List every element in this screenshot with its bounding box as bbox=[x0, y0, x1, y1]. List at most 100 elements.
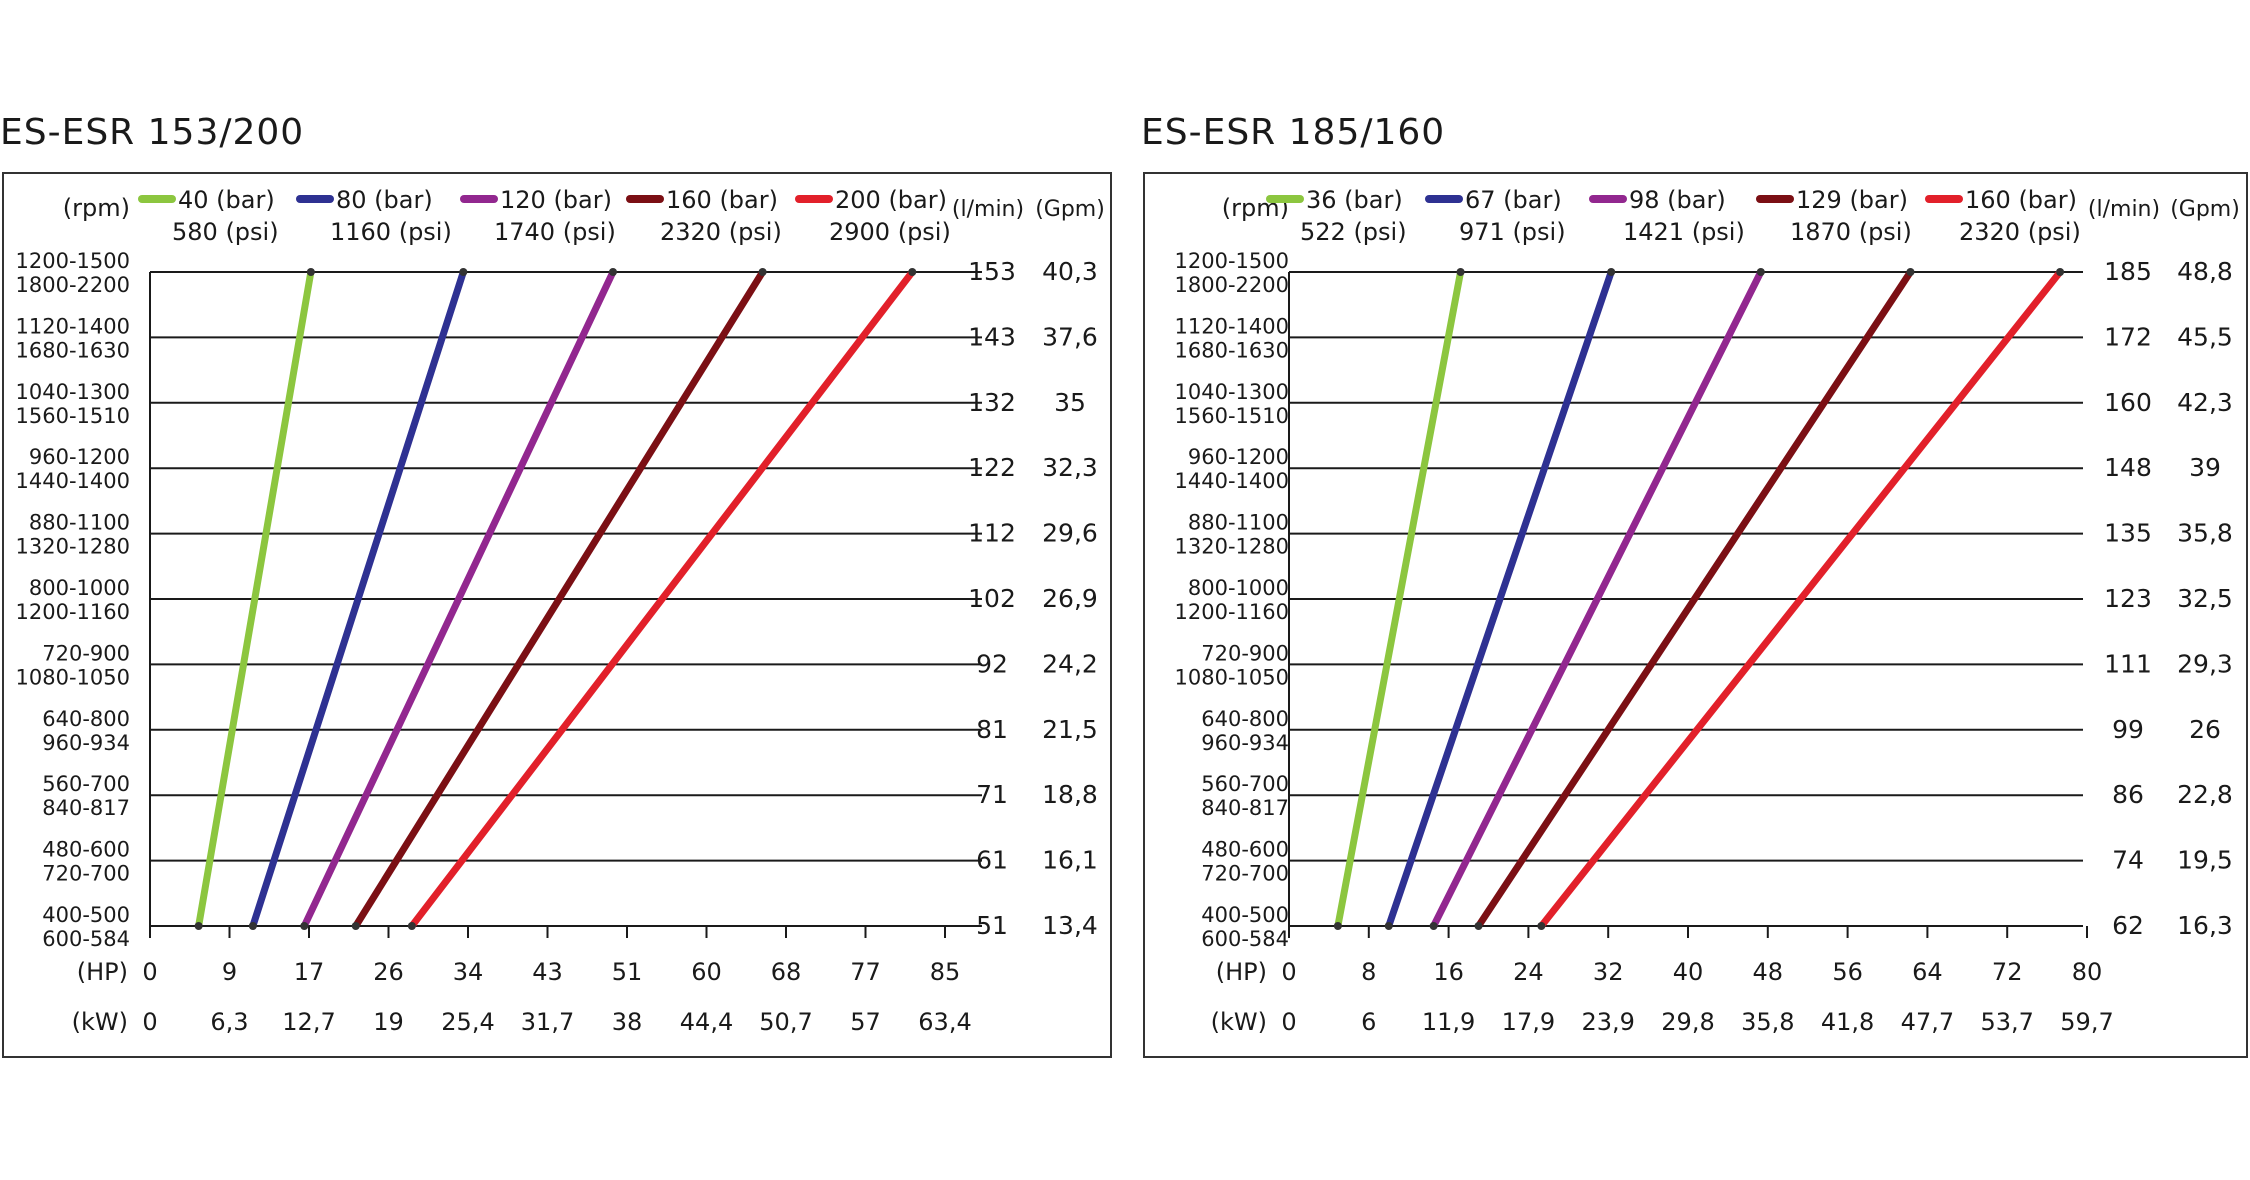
rpm-label: 1080-1050 bbox=[1175, 665, 1289, 689]
legend-label: 160 (bar) bbox=[666, 186, 778, 214]
flow-gpm-label: 24,2 bbox=[1042, 649, 1098, 678]
hp-tick-label: 48 bbox=[1753, 958, 1784, 986]
kw-tick-label: 0 bbox=[1281, 1008, 1296, 1036]
hp-tick-label: 68 bbox=[771, 958, 802, 986]
flow-gpm-label: 35 bbox=[1054, 388, 1086, 417]
flow-gpm-label: 42,3 bbox=[2177, 388, 2233, 417]
flow-gpm-label: 40,3 bbox=[1042, 257, 1098, 286]
hp-tick-label: 17 bbox=[294, 958, 325, 986]
kw-tick-label: 31,7 bbox=[521, 1008, 574, 1036]
legend-sublabel: 2320 (psi) bbox=[1959, 218, 2081, 246]
kw-header: (kW) bbox=[1211, 1008, 1267, 1036]
flow-lpm-label: 185 bbox=[2104, 257, 2152, 286]
rpm-label: 1040-1300 bbox=[16, 380, 130, 404]
flow-lpm-label: 51 bbox=[976, 911, 1008, 940]
kw-tick-label: 23,9 bbox=[1581, 1008, 1634, 1036]
series-line bbox=[352, 268, 767, 930]
flow-gpm-label: 26,9 bbox=[1042, 584, 1098, 613]
rpm-label: 1680-1630 bbox=[1175, 338, 1289, 362]
rpm-label: 720-700 bbox=[1201, 862, 1289, 886]
kw-tick-label: 0 bbox=[142, 1008, 157, 1036]
rpm-label: 600-584 bbox=[1201, 927, 1289, 951]
kw-tick-label: 38 bbox=[612, 1008, 643, 1036]
kw-tick-label: 29,8 bbox=[1661, 1008, 1714, 1036]
series-endpoint bbox=[1429, 922, 1438, 930]
series-line bbox=[1334, 268, 1465, 930]
flow-lpm-label: 153 bbox=[968, 257, 1016, 286]
flow-gpm-label: 16,3 bbox=[2177, 911, 2233, 940]
flow-gpm-label: 29,6 bbox=[1042, 519, 1098, 548]
hp-tick-label: 34 bbox=[453, 958, 484, 986]
flow-lpm-label: 135 bbox=[2104, 519, 2152, 548]
legend-sublabel: 580 (psi) bbox=[172, 218, 279, 246]
hp-tick-label: 16 bbox=[1433, 958, 1464, 986]
rpm-label: 1080-1050 bbox=[16, 665, 130, 689]
hp-tick-label: 0 bbox=[142, 958, 157, 986]
flow-gpm-label: 29,3 bbox=[2177, 649, 2233, 678]
kw-tick-label: 41,8 bbox=[1821, 1008, 1874, 1036]
legend-sublabel: 522 (psi) bbox=[1300, 218, 1407, 246]
rpm-label: 800-1000 bbox=[1188, 576, 1289, 600]
hp-tick-label: 24 bbox=[1513, 958, 1544, 986]
flow-lpm-label: 81 bbox=[976, 715, 1008, 744]
legend-label: 160 (bar) bbox=[1965, 186, 2077, 214]
series-line bbox=[249, 268, 467, 930]
rpm-label: 960-934 bbox=[1201, 731, 1289, 755]
series-endpoint bbox=[1474, 922, 1483, 930]
rpm-label: 1200-1160 bbox=[1175, 600, 1289, 624]
rpm-label: 1560-1510 bbox=[16, 404, 130, 428]
flow-lpm-label: 102 bbox=[968, 584, 1016, 613]
rpm-label: 1440-1400 bbox=[16, 469, 130, 493]
series-endpoint bbox=[351, 922, 360, 930]
kw-tick-label: 12,7 bbox=[282, 1008, 335, 1036]
flow-lpm-label: 61 bbox=[976, 846, 1008, 875]
legend-label: 80 (bar) bbox=[336, 186, 433, 214]
series-endpoint bbox=[194, 922, 203, 930]
rpm-label: 1320-1280 bbox=[1175, 535, 1289, 559]
hp-tick-label: 85 bbox=[930, 958, 961, 986]
series-endpoint bbox=[248, 922, 257, 930]
flow-gpm-label: 48,8 bbox=[2177, 257, 2233, 286]
pump-performance-chart: (rpm) (l/min) (Gpm)36 (bar)522 (psi)67 (ba… bbox=[1143, 172, 2248, 1058]
chart-title: ES-ESR 153/200 bbox=[0, 112, 305, 153]
kw-tick-label: 44,4 bbox=[680, 1008, 733, 1036]
gpm-header: (Gpm) bbox=[1035, 197, 1105, 222]
flow-lpm-label: 92 bbox=[976, 649, 1008, 678]
kw-tick-label: 47,7 bbox=[1901, 1008, 1954, 1036]
kw-tick-label: 53,7 bbox=[1980, 1008, 2033, 1036]
kw-tick-label: 50,7 bbox=[759, 1008, 812, 1036]
series-endpoint bbox=[407, 922, 416, 930]
flow-lpm-label: 86 bbox=[2112, 780, 2144, 809]
flow-gpm-label: 37,6 bbox=[1042, 322, 1098, 351]
rpm-label: 880-1100 bbox=[29, 511, 130, 535]
rpm-label: 400-500 bbox=[1201, 903, 1289, 927]
legend-sublabel: 2320 (psi) bbox=[660, 218, 782, 246]
flow-gpm-label: 32,3 bbox=[1042, 453, 1098, 482]
legend-sublabel: 1870 (psi) bbox=[1790, 218, 1912, 246]
kw-tick-label: 63,4 bbox=[918, 1008, 971, 1036]
rpm-label: 480-600 bbox=[42, 838, 130, 862]
chart-frame bbox=[2, 172, 1112, 1058]
rpm-label: 1440-1400 bbox=[1175, 469, 1289, 493]
flow-gpm-label: 19,5 bbox=[2177, 846, 2233, 875]
flow-gpm-label: 26 bbox=[2189, 715, 2221, 744]
series-line bbox=[300, 268, 617, 930]
series-endpoint bbox=[306, 268, 315, 276]
flow-gpm-label: 35,8 bbox=[2177, 519, 2233, 548]
rpm-label: 960-934 bbox=[42, 731, 130, 755]
flow-lpm-label: 111 bbox=[2104, 649, 2152, 678]
flow-gpm-label: 21,5 bbox=[1042, 715, 1098, 744]
series-endpoint bbox=[908, 268, 917, 276]
series-line bbox=[1475, 268, 1914, 930]
kw-tick-label: 11,9 bbox=[1422, 1008, 1475, 1036]
kw-tick-label: 6 bbox=[1361, 1008, 1376, 1036]
series-endpoint bbox=[300, 922, 309, 930]
kw-tick-label: 59,7 bbox=[2060, 1008, 2113, 1036]
flow-lpm-label: 160 bbox=[2104, 388, 2152, 417]
flow-lpm-label: 112 bbox=[968, 519, 1016, 548]
hp-tick-label: 8 bbox=[1361, 958, 1376, 986]
hp-tick-label: 51 bbox=[612, 958, 643, 986]
series-endpoint bbox=[459, 268, 468, 276]
flow-lpm-label: 123 bbox=[2104, 584, 2152, 613]
legend-label: 40 (bar) bbox=[178, 186, 275, 214]
